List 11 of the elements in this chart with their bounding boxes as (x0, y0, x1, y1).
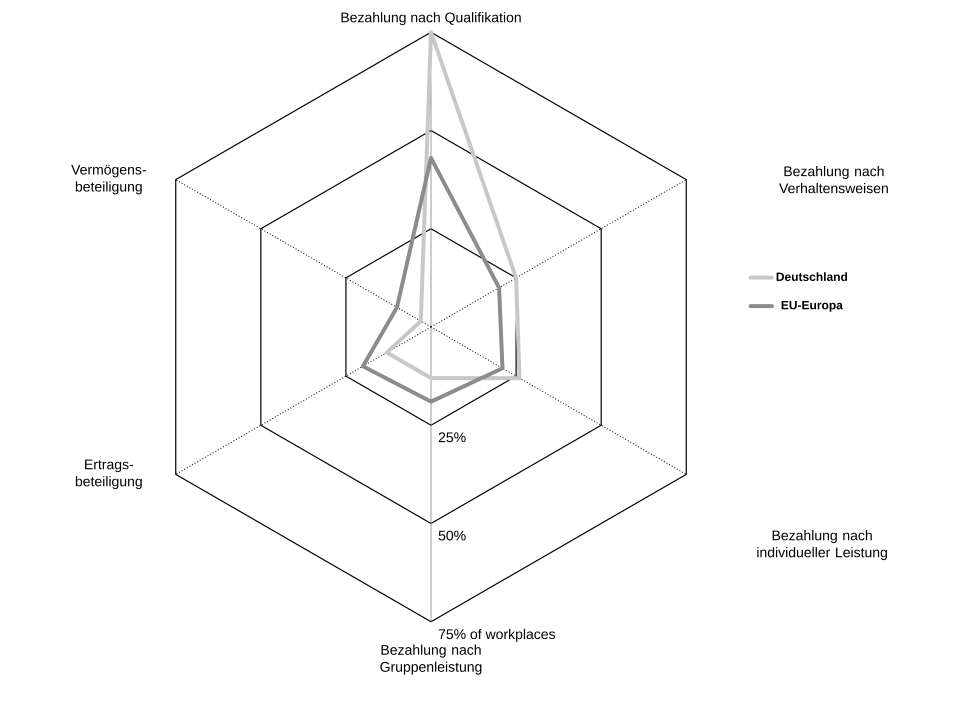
y-tick-label: 75% of workplaces (438, 628, 556, 642)
y-tick-label: 50% (438, 530, 466, 540)
spoke-label: Bezahlung nach Gruppenleistung (380, 644, 482, 675)
spoke-label: Bezahlung nach Qualifikation (341, 12, 521, 26)
y-tick-label: 25% (438, 432, 466, 442)
spoke-label: Ertrags-beteiligung (76, 460, 142, 490)
legend-label: Deutschland (776, 272, 848, 282)
legend-label: EU-Europa (782, 301, 843, 312)
spoke-label: Bezahlung nach individueller Leistung (757, 530, 887, 560)
spoke-label: Vermögens-beteiligung (71, 164, 146, 194)
spoke-label: Bezahlung nach Verhaltensweisen (779, 166, 888, 194)
